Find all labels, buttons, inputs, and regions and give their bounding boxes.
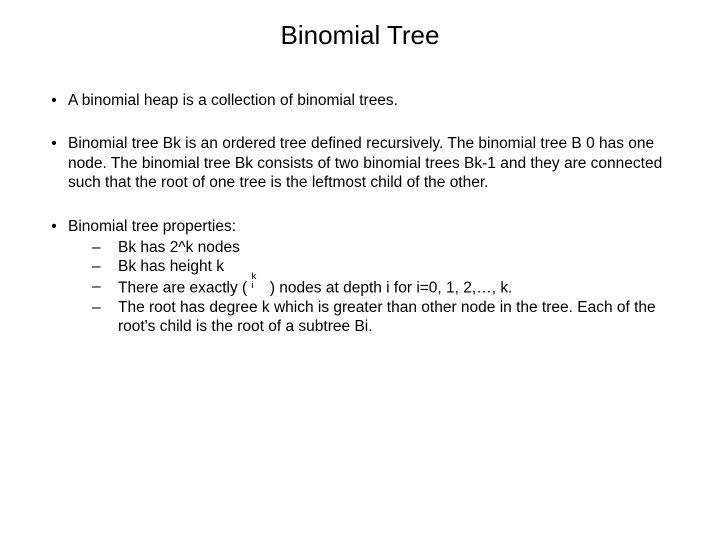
sub-text: Bk has 2^k nodes — [118, 238, 680, 257]
bullet-text: A binomial heap is a collection of binom… — [68, 91, 680, 110]
sub-item: – Bk has 2^k nodes — [68, 238, 680, 257]
bullet-marker: • — [40, 134, 68, 192]
bullet-marker: • — [40, 91, 68, 110]
bullet-item: • Binomial tree Bk is an ordered tree de… — [40, 134, 680, 192]
sub-item: – There are exactly ( ki ) nodes at dept… — [68, 277, 680, 298]
bullet-text: Binomial tree properties: – Bk has 2^k n… — [68, 217, 680, 337]
sub-text: The root has degree k which is greater t… — [118, 298, 680, 337]
bullet-lead: Binomial tree properties: — [68, 218, 236, 235]
binom-bot: i — [252, 280, 254, 292]
binom-suffix: ) nodes at depth i for i=0, 1, 2,…, k. — [266, 279, 513, 296]
bullet-marker: • — [40, 217, 68, 337]
bullet-item: • A binomial heap is a collection of bin… — [40, 91, 680, 110]
binom-prefix: There are exactly ( — [118, 279, 252, 296]
bullet-text: Binomial tree Bk is an ordered tree defi… — [68, 134, 680, 192]
sub-item: – The root has degree k which is greater… — [68, 298, 680, 337]
page-title: Binomial Tree — [40, 20, 680, 51]
sub-text: Bk has height k — [118, 257, 680, 276]
sub-item: – Bk has height k — [68, 257, 680, 276]
content-area: • A binomial heap is a collection of bin… — [40, 91, 680, 336]
sub-list: – Bk has 2^k nodes – Bk has height k – T… — [68, 238, 680, 336]
sub-text: There are exactly ( ki ) nodes at depth … — [118, 277, 680, 298]
binomial-coeff: ki — [252, 277, 266, 293]
bullet-item: • Binomial tree properties: – Bk has 2^k… — [40, 217, 680, 337]
dash-marker: – — [92, 257, 118, 276]
dash-marker: – — [92, 238, 118, 257]
dash-marker: – — [92, 277, 118, 298]
dash-marker: – — [92, 298, 118, 337]
